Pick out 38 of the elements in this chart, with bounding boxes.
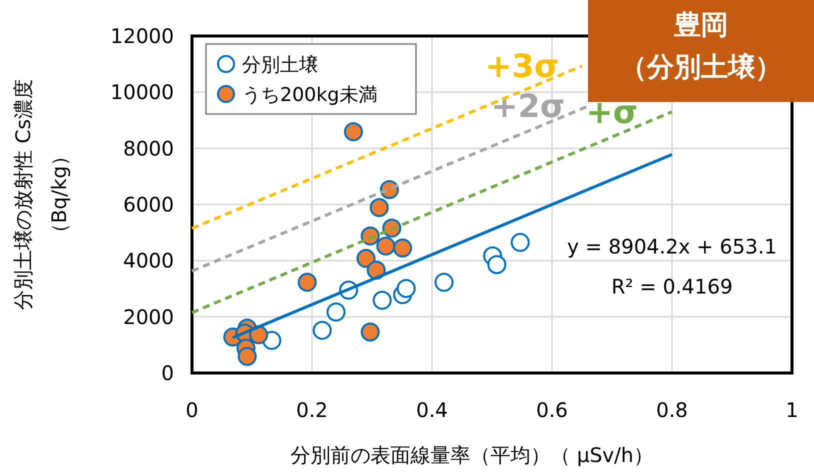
y-axis-title: 分別土壌の放射性 Cs濃度（Bq/kg） (11, 79, 71, 310)
legend-label: うち200kg未満 (242, 84, 378, 106)
point (370, 198, 389, 218)
y-tick-label: 0 (161, 361, 174, 385)
point (487, 255, 506, 274)
point (510, 232, 530, 252)
point (376, 236, 396, 256)
point (396, 278, 416, 298)
y-tick-label: 6000 (123, 192, 174, 216)
series-label: +2σ (491, 87, 565, 126)
y-tick-label: 2000 (123, 304, 174, 329)
point (238, 346, 257, 366)
chart-title: 豊岡（分別土壌） (620, 10, 782, 83)
series-label: +σ (586, 92, 638, 131)
point (344, 122, 363, 142)
x-tick-label: 1 (786, 398, 798, 422)
x-tick-label: 0.2 (296, 398, 328, 422)
series-label: +3σ (485, 47, 559, 86)
x-tick-label: 0 (186, 398, 198, 422)
y-tick-label: 4000 (123, 248, 174, 273)
x-tick-label: 0.4 (416, 398, 448, 422)
point (434, 272, 454, 292)
point (298, 272, 317, 292)
y-tick-label: 12000 (110, 24, 174, 48)
point (326, 302, 346, 322)
x-tick-label: 0.6 (536, 398, 568, 422)
point (360, 322, 380, 342)
y-tick-label: 8000 (123, 136, 174, 160)
annotation: y = 8904.2x + 653.1 (567, 234, 777, 259)
y-tick-label: 10000 (110, 80, 174, 104)
legend-label: 分別土壌 (242, 54, 318, 76)
point (393, 238, 412, 258)
annotation: R² = 0.4169 (611, 274, 733, 299)
x-tick-label: 0.8 (656, 398, 688, 422)
point (312, 320, 332, 340)
point (356, 248, 376, 268)
point (372, 290, 392, 310)
x-axis-title: 分別前の表面線量率（平均）（ μSv/h） (290, 443, 654, 467)
